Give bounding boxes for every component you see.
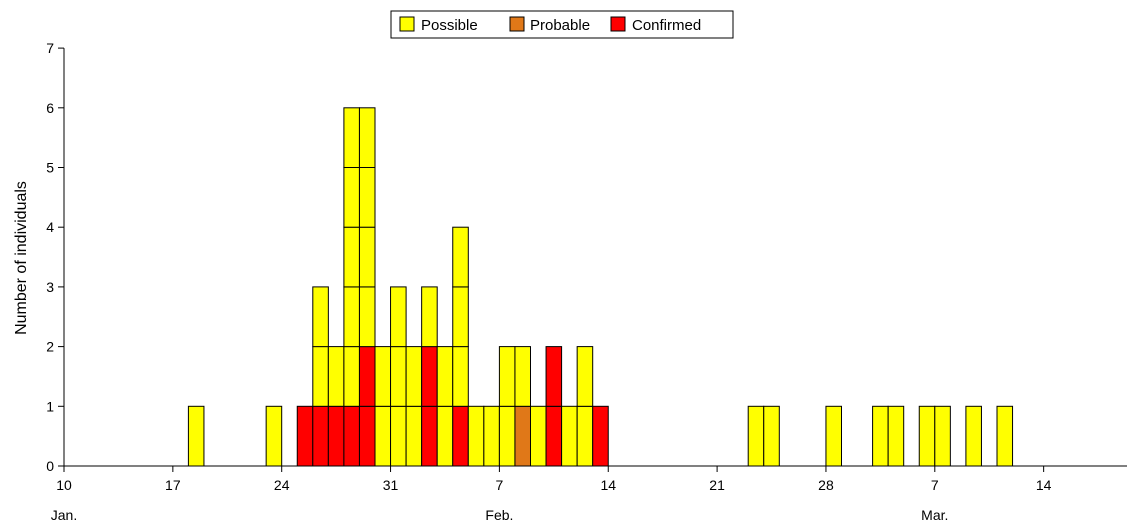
bar-segment-possible [467, 405, 485, 467]
legend-label-confirmed: Confirmed [632, 17, 701, 34]
legend: Possible Probable Confirmed [390, 10, 734, 39]
x-tick-label: 10 [56, 477, 72, 493]
bar-segment-possible [405, 346, 423, 407]
bar-segment-confirmed [343, 405, 360, 467]
x-tick-label: 17 [165, 477, 181, 493]
bar-segment-possible [312, 286, 329, 348]
bar-segment-possible [747, 405, 765, 467]
bar-segment-possible [483, 405, 500, 467]
legend-label-possible: Possible [421, 17, 478, 34]
x-tick-label: 14 [1036, 477, 1052, 493]
y-tick-label: 5 [46, 160, 54, 176]
bar-segment-possible [343, 346, 360, 407]
bar-segment-possible [405, 405, 423, 467]
bar-segment-confirmed [327, 405, 345, 467]
bar-segment-confirmed [358, 346, 376, 407]
bar-segment-possible [436, 346, 454, 407]
x-tick-label: 28 [818, 477, 834, 493]
month-label: Mar. [921, 507, 948, 523]
month-label: Jan. [51, 507, 77, 523]
bar-segment-possible [452, 286, 469, 348]
bar-segment-possible [421, 286, 438, 348]
bar-segment-possible [514, 346, 532, 407]
x-tick-label: 31 [383, 477, 399, 493]
bar-segment-possible [561, 405, 578, 467]
bar-segment-confirmed [421, 346, 438, 407]
y-tick-label: 7 [46, 40, 54, 56]
plot-area: 0 1 2 3 4 5 6 7 10 17 24 31 7 14 21 28 7 14 Jan. Feb. Mar. [46, 40, 1127, 523]
y-tick-label: 6 [46, 100, 54, 116]
month-label: Feb. [485, 507, 513, 523]
bar-segment-possible [576, 346, 594, 407]
bar-segment-confirmed [358, 405, 376, 467]
legend-swatch-confirmed [610, 16, 626, 32]
bar-segment-possible [374, 405, 392, 467]
x-tick-label: 24 [274, 477, 290, 493]
x-tick-label: 14 [600, 477, 616, 493]
bar-segment-possible [825, 405, 843, 467]
y-tick-label: 1 [46, 398, 54, 414]
bar-segment-possible [934, 405, 951, 467]
bar-segment-confirmed [545, 405, 563, 467]
y-axis-title: Number of individuals [13, 181, 30, 335]
bar-segment-possible [498, 346, 516, 407]
bar-segment-confirmed [421, 405, 438, 467]
bar-segment-possible [763, 405, 780, 467]
x-tick-label: 7 [496, 477, 504, 493]
y-tick-label: 3 [46, 279, 54, 295]
bar-segment-possible [498, 405, 516, 467]
bar-segment-possible [452, 346, 469, 407]
bar-segment-possible [343, 167, 360, 228]
bar-segment-confirmed [296, 405, 314, 467]
bar-segment-probable [514, 405, 532, 467]
bar-segment-possible [390, 346, 407, 407]
legend-swatch-possible [399, 16, 415, 32]
bar-segment-possible [358, 286, 376, 348]
bar-segment-possible [965, 405, 982, 467]
x-tick-label: 7 [931, 477, 939, 493]
bar-segment-possible [996, 405, 1014, 467]
bar-segment-possible [358, 226, 376, 288]
bar-segment-possible [358, 167, 376, 228]
bar-segment-possible [327, 346, 345, 407]
bar-segment-possible [358, 107, 376, 169]
bar-segment-confirmed [592, 405, 609, 467]
x-tick-label: 21 [709, 477, 725, 493]
bar-segment-confirmed [545, 346, 563, 407]
bar-segment-possible [312, 346, 329, 407]
legend-box [390, 10, 734, 39]
bar-segment-possible [265, 405, 283, 467]
bar-segment-possible [872, 405, 889, 467]
bar-segment-possible [436, 405, 454, 467]
bar-segment-possible [343, 107, 360, 169]
bar-segment-possible [530, 405, 547, 467]
bar-segment-possible [390, 405, 407, 467]
bar-segment-confirmed [312, 405, 329, 467]
bar-segment-possible [187, 405, 205, 467]
bar-segment-possible [918, 405, 936, 467]
bar-segment-possible [390, 286, 407, 348]
y-tick-label: 2 [46, 339, 54, 355]
bar-segment-possible [576, 405, 594, 467]
bar-segment-possible [374, 346, 392, 407]
y-tick-label: 4 [46, 219, 54, 235]
bar-segment-possible [343, 226, 360, 288]
legend-swatch-probable [509, 16, 525, 32]
legend-label-probable: Probable [530, 17, 590, 34]
bar-segment-possible [887, 405, 905, 467]
y-tick-label: 0 [46, 458, 54, 474]
bar-segment-possible [343, 286, 360, 348]
bar-segment-possible [452, 226, 469, 288]
bar-segment-confirmed [452, 405, 469, 467]
